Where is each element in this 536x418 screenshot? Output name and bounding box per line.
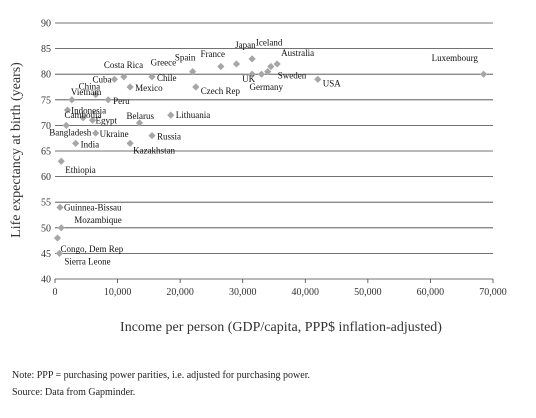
data-point xyxy=(135,119,144,127)
data-point xyxy=(55,249,63,257)
point-label: Lithuania xyxy=(176,110,211,120)
x-tick-label: 50,000 xyxy=(354,287,382,298)
data-point xyxy=(104,96,112,104)
point-label: China xyxy=(79,82,101,92)
x-axis-title: Income per person (GDP/capita, PPP$ infl… xyxy=(120,320,442,335)
point-label: Kazakhstan xyxy=(133,145,175,155)
x-tick-label: 20,000 xyxy=(166,287,194,298)
point-label: Belarus xyxy=(126,111,154,121)
y-tick-label: 85 xyxy=(41,44,51,55)
point-label: Cambodia xyxy=(65,110,102,120)
data-point xyxy=(72,139,80,147)
point-label: Japan xyxy=(235,40,256,50)
x-tick-label: 70,000 xyxy=(479,287,507,298)
point-label: UK xyxy=(242,74,255,84)
data-point xyxy=(257,70,266,78)
point-label: Cuba xyxy=(92,74,111,84)
x-tick-label: 60,000 xyxy=(417,287,445,298)
data-point xyxy=(192,83,200,91)
point-label: Iceland xyxy=(256,38,283,48)
point-label: Russia xyxy=(157,132,181,142)
y-tick-label: 40 xyxy=(41,275,51,286)
data-point xyxy=(68,96,76,104)
y-tick-label: 50 xyxy=(41,223,51,234)
data-point xyxy=(480,70,488,78)
data-point xyxy=(148,73,156,81)
point-label: Bangladesh xyxy=(49,127,91,137)
data-point xyxy=(57,157,65,165)
x-tick-label: 30,000 xyxy=(229,287,257,298)
point-label: Indonesia xyxy=(71,106,106,116)
data-point xyxy=(273,60,281,68)
point-label: Greece xyxy=(151,58,176,68)
data-point xyxy=(267,62,275,71)
data-point xyxy=(248,55,256,63)
data-point xyxy=(110,75,119,83)
scatter-chart: 40 45 50 55 60 65 70 75 80 85 90 0 10,000 20,000 30,00… xyxy=(9,19,507,336)
data-point xyxy=(248,70,256,78)
axes: 40 45 50 55 60 65 70 75 80 85 90 0 10,000 20,000 30,00… xyxy=(41,19,507,299)
data-point xyxy=(232,60,241,68)
data-point xyxy=(79,114,87,122)
point-label: Australia xyxy=(281,48,314,58)
y-tick-label: 80 xyxy=(41,70,51,81)
data-point xyxy=(63,106,72,114)
data-point xyxy=(167,111,175,119)
point-label: USA xyxy=(323,78,342,88)
data-point xyxy=(314,75,322,83)
source-note: Source: Data from Gapminder. xyxy=(12,387,136,398)
point-label: Sierra Leone xyxy=(64,256,110,266)
y-tick-label: 90 xyxy=(41,19,51,30)
y-tick-label: 75 xyxy=(41,95,51,106)
point-label: Spain xyxy=(175,53,196,63)
point-label: Guinnea-Bissau xyxy=(64,202,122,212)
data-point xyxy=(189,68,197,76)
gridlines xyxy=(55,22,493,280)
y-tick-label: 60 xyxy=(41,172,51,183)
x-tick-label: 10,000 xyxy=(104,287,132,298)
data-points xyxy=(53,55,488,257)
data-point xyxy=(53,234,62,242)
y-tick-label: 70 xyxy=(41,121,51,132)
y-tick-label: 55 xyxy=(41,198,51,209)
point-label: Sweden xyxy=(278,71,307,81)
point-label: Congo, Dem Rep xyxy=(61,244,124,254)
data-point xyxy=(56,203,64,211)
point-label: Mozambique xyxy=(74,215,122,225)
point-label: Mexico xyxy=(135,83,163,93)
point-label: Costa Rica xyxy=(104,60,143,70)
point-label: Egypt xyxy=(96,115,118,125)
x-tick-label: 0 xyxy=(53,287,58,298)
data-point xyxy=(92,129,100,137)
data-point xyxy=(57,224,65,232)
point-label: Luxembourg xyxy=(432,53,479,63)
data-point xyxy=(126,83,134,91)
data-point xyxy=(120,73,128,81)
point-label: Ethiopia xyxy=(65,165,96,175)
point-label: India xyxy=(81,139,100,149)
point-label: Vietnam xyxy=(71,87,101,97)
y-tick-label: 45 xyxy=(41,249,51,260)
point-label: Czech Rep xyxy=(201,86,241,96)
data-point xyxy=(62,121,70,129)
y-tick-label: 65 xyxy=(41,147,51,158)
footnote: Note: PPP = purchasing power parities, i… xyxy=(12,370,310,381)
y-axis-title: Life expectancy at birth (years) xyxy=(9,62,24,238)
data-point xyxy=(126,139,134,147)
data-point xyxy=(148,132,156,140)
data-point xyxy=(88,116,97,124)
point-label: France xyxy=(200,49,225,59)
data-point xyxy=(217,62,225,71)
point-label: Chile xyxy=(157,73,177,83)
x-tick-label: 40,000 xyxy=(292,287,320,298)
point-label: Ukraine xyxy=(100,129,129,139)
data-point xyxy=(264,68,272,76)
point-label: Germany xyxy=(249,82,283,92)
point-label: Peru xyxy=(113,96,130,106)
data-point xyxy=(92,91,100,99)
